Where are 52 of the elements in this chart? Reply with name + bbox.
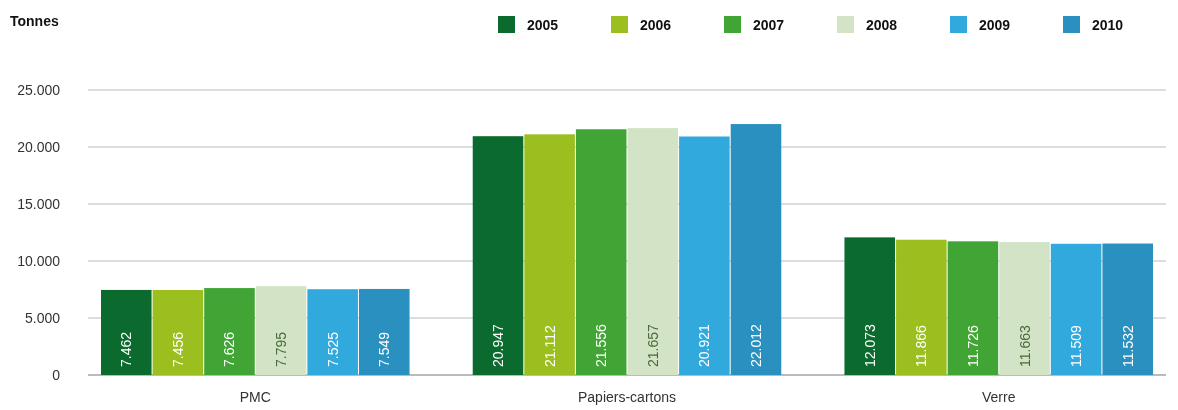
legend-label: 2005 bbox=[527, 17, 559, 33]
legend-label: 2009 bbox=[979, 17, 1011, 33]
legend-label: 2008 bbox=[866, 17, 898, 33]
data-label: 22.012 bbox=[747, 323, 764, 367]
x-tick-label: Verre bbox=[981, 389, 1016, 405]
bar bbox=[947, 241, 999, 375]
data-label: 11.532 bbox=[1119, 325, 1136, 367]
y-tick-label: 25.000 bbox=[17, 82, 61, 98]
bar bbox=[524, 134, 575, 375]
data-label: 12.073 bbox=[861, 323, 878, 367]
x-tick-label: Papiers-cartons bbox=[577, 389, 677, 405]
bar bbox=[844, 237, 896, 375]
data-label: 7.462 bbox=[118, 331, 135, 367]
legend-label: 2010 bbox=[1092, 17, 1124, 33]
data-label: 11.509 bbox=[1068, 325, 1085, 367]
bar bbox=[730, 124, 782, 375]
data-label: 7.549 bbox=[376, 331, 393, 367]
bar bbox=[999, 242, 1050, 375]
data-label: 20.947 bbox=[490, 323, 507, 367]
y-tick-label: 0 bbox=[52, 367, 61, 383]
data-label: 7.456 bbox=[169, 331, 186, 367]
y-tick-label: 5.000 bbox=[24, 310, 61, 326]
bar bbox=[896, 239, 947, 375]
bar bbox=[307, 289, 358, 375]
data-label: 21.112 bbox=[541, 325, 558, 367]
legend-label: 2006 bbox=[640, 17, 672, 33]
bar bbox=[627, 128, 679, 375]
bar bbox=[204, 288, 255, 375]
y-tick-label: 10.000 bbox=[17, 253, 61, 269]
bar bbox=[255, 286, 307, 375]
bar bbox=[101, 289, 152, 375]
bar bbox=[1050, 243, 1102, 375]
bar bbox=[1102, 243, 1153, 375]
y-tick-label: 20.000 bbox=[17, 139, 61, 155]
data-label: 11.866 bbox=[913, 325, 930, 367]
bar bbox=[679, 136, 730, 375]
y-axis-title: Tonnes bbox=[10, 13, 59, 29]
legend-label: 2007 bbox=[753, 17, 785, 33]
x-tick-label: PMC bbox=[239, 389, 271, 405]
data-label: 7.525 bbox=[324, 331, 341, 367]
data-label: 21.556 bbox=[593, 323, 610, 367]
data-label: 21.657 bbox=[644, 323, 661, 367]
bar bbox=[152, 290, 204, 375]
bar bbox=[472, 136, 524, 375]
bar bbox=[358, 288, 410, 375]
bar bbox=[575, 129, 627, 375]
data-label: 7.795 bbox=[273, 331, 290, 367]
data-label: 20.921 bbox=[696, 323, 713, 367]
data-label: 11.663 bbox=[1016, 325, 1033, 367]
y-tick-label: 15.000 bbox=[17, 196, 61, 212]
data-label: 11.726 bbox=[964, 325, 981, 367]
data-label: 7.626 bbox=[221, 331, 238, 367]
